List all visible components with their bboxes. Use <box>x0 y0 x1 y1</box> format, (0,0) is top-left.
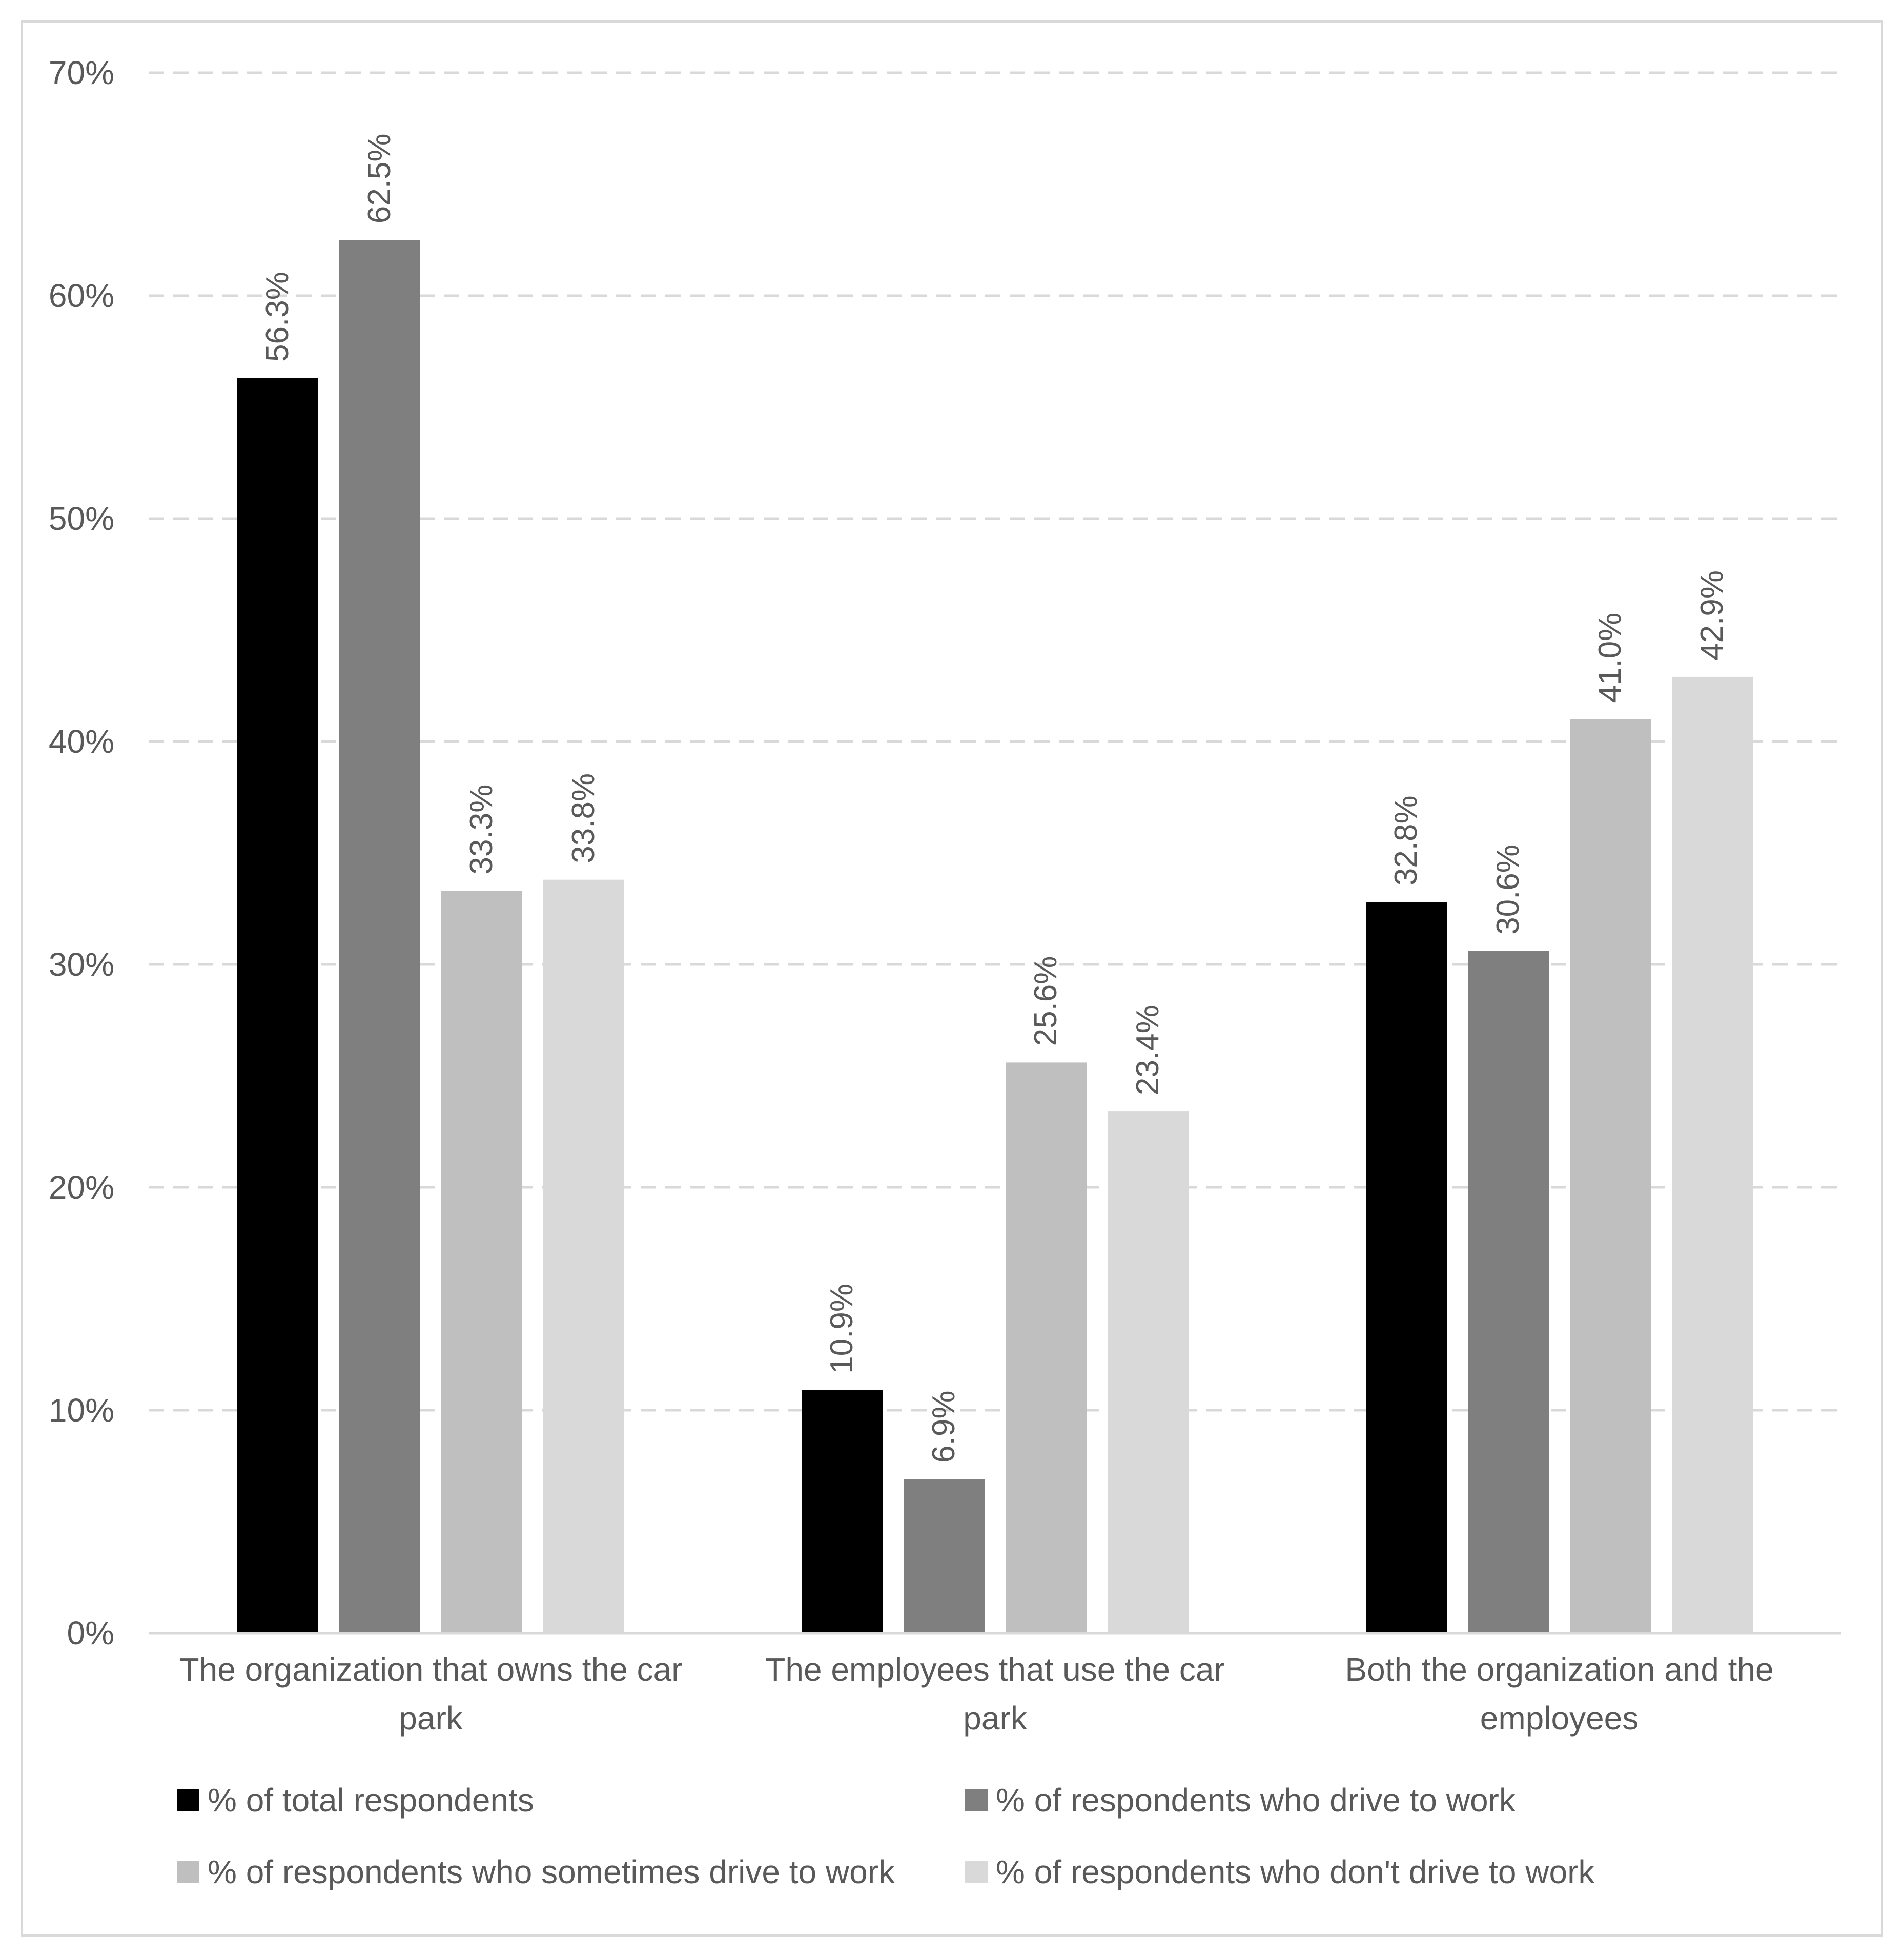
y-tick-label: 50% <box>49 500 114 537</box>
x-axis-category-labels: The organization that owns the car park Th… <box>179 1651 1774 1737</box>
y-tick-label: 20% <box>49 1169 114 1206</box>
legend-swatch <box>177 1789 199 1811</box>
bar-data-label: 56.3% <box>260 272 295 362</box>
bar-data-label: 32.8% <box>1388 795 1424 885</box>
bar-data-label: 6.9% <box>926 1391 961 1463</box>
bar-data-label: 10.9% <box>824 1284 859 1374</box>
bar-data-label: 23.4% <box>1130 1005 1165 1095</box>
legend-swatch <box>965 1789 988 1811</box>
bar-data-label: 33.8% <box>566 773 601 863</box>
y-tick-label: 30% <box>49 946 114 983</box>
bar <box>1672 676 1753 1633</box>
bar-data-label: 41.0% <box>1592 613 1628 703</box>
bar <box>1570 719 1651 1633</box>
bar <box>543 879 624 1633</box>
y-tick-label: 10% <box>49 1392 114 1429</box>
bar <box>1006 1062 1087 1633</box>
x-tick-label: Both the organization and the <box>1345 1651 1773 1688</box>
y-axis-ticks: 0% 10% 20% 30% 40% 50% 60% 70% <box>49 54 114 1652</box>
bar <box>904 1479 985 1633</box>
y-tick-label: 60% <box>49 277 114 314</box>
gridlines <box>149 71 1841 1412</box>
legend: % of total respondents % of respondents w… <box>177 1782 1595 1890</box>
bar-chart: 0% 10% 20% 30% 40% 50% 60% 70% 56.3% 62.5% 33.3% 3… <box>49 54 1841 1890</box>
legend-swatch <box>177 1861 199 1883</box>
bar <box>339 240 420 1633</box>
legend-swatch <box>965 1861 988 1883</box>
bar <box>1108 1111 1189 1633</box>
x-tick-label: employees <box>1480 1700 1639 1737</box>
bar <box>802 1390 883 1633</box>
x-tick-label: The employees that use the car <box>765 1651 1225 1688</box>
bar <box>441 891 522 1633</box>
x-tick-label: park <box>963 1700 1028 1737</box>
y-tick-label: 40% <box>49 723 114 760</box>
y-tick-label: 0% <box>67 1615 115 1652</box>
bar-data-label: 62.5% <box>362 133 397 223</box>
x-tick-label: park <box>399 1700 463 1737</box>
y-tick-label: 70% <box>49 54 114 91</box>
chart-frame: 0% 10% 20% 30% 40% 50% 60% 70% 56.3% 62.5% 33.3% 3… <box>21 20 1883 1937</box>
bar-data-label: 42.9% <box>1694 570 1730 661</box>
bar <box>1366 902 1447 1633</box>
bars <box>237 240 1753 1634</box>
legend-label: % of respondents who sometimes drive to … <box>208 1853 895 1890</box>
bar-data-label: 30.6% <box>1490 844 1526 935</box>
legend-label: % of total respondents <box>208 1782 534 1819</box>
bar-data-labels: 56.3% 62.5% 33.3% 33.8% 10.9% 6.9% 25.6% 23.4% 3… <box>260 133 1730 1462</box>
legend-label: % of respondents who drive to work <box>996 1782 1516 1819</box>
legend-label: % of respondents who don't drive to work <box>996 1853 1595 1890</box>
bar-data-label: 33.3% <box>464 785 499 875</box>
x-tick-label: The organization that owns the car <box>179 1651 683 1688</box>
bar-data-label: 25.6% <box>1028 956 1063 1046</box>
bar <box>237 378 318 1634</box>
bar <box>1468 951 1549 1633</box>
